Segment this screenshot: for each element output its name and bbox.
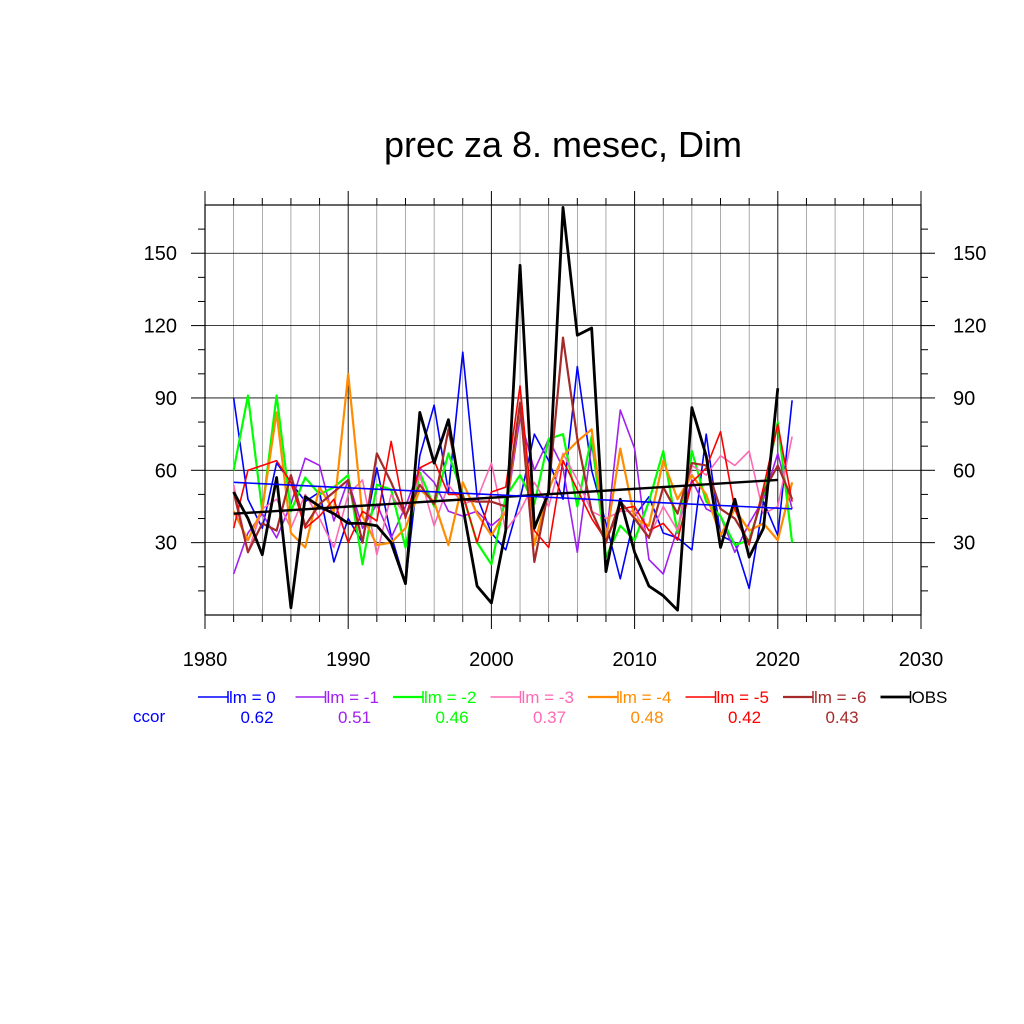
legend-label: lm = -3 — [522, 688, 574, 707]
y-tick-label: 120 — [144, 316, 177, 338]
chart-title: prec za 8. mesec, Dim — [384, 124, 742, 165]
series-line — [232, 351, 793, 590]
y-tick-label: 150 — [144, 243, 177, 265]
legend-label: lm = -5 — [717, 688, 769, 707]
axes: 1980 1990 2000 2010 2020 2030 30 30 60 60 90 90 120 1… — [144, 191, 986, 671]
ccor-value: 0.37 — [533, 708, 566, 727]
x-tick-label: 2000 — [469, 649, 514, 671]
x-tick-label: 1990 — [326, 649, 371, 671]
y-tick-label: 30 — [155, 533, 177, 555]
ccor-value: 0.51 — [338, 708, 371, 727]
y-tick-label: 90 — [155, 388, 177, 410]
y-tick-label: 30 — [953, 533, 975, 555]
legend-label: lm = -6 — [814, 688, 866, 707]
y-tick-label: 60 — [953, 460, 975, 482]
ccor-value: 0.42 — [728, 708, 761, 727]
legend: ccor lm = 00.62 lm = -10.51 lm = -20.46 lm =… — [133, 688, 947, 727]
trend-line — [233, 478, 778, 515]
ccor-value: 0.48 — [630, 708, 663, 727]
legend-label: lm = 0 — [229, 688, 276, 707]
x-tick-label: 2030 — [899, 649, 944, 671]
x-tick-label: 2010 — [612, 649, 657, 671]
series-line — [232, 436, 793, 556]
y-tick-label: 120 — [953, 316, 986, 338]
x-tick-label: 2020 — [756, 649, 801, 671]
series-line — [232, 336, 794, 564]
y-tick-label: 150 — [953, 243, 986, 265]
legend-label: OBS — [912, 688, 948, 707]
legend-label: lm = -2 — [424, 688, 476, 707]
y-tick-label: 60 — [155, 460, 177, 482]
ccor-label: ccor — [133, 707, 165, 726]
grid — [205, 205, 921, 615]
y-tick-label: 90 — [953, 388, 975, 410]
legend-label: lm = -1 — [327, 688, 379, 707]
ccor-value: 0.46 — [435, 708, 468, 727]
series-line — [232, 394, 794, 566]
legend-label: lm = -4 — [619, 688, 671, 707]
ccor-value: 0.43 — [825, 708, 858, 727]
trend-line — [233, 481, 793, 510]
x-tick-label: 1980 — [183, 649, 228, 671]
ccor-value: 0.62 — [240, 708, 273, 727]
series-layer — [232, 206, 794, 612]
plot-frame — [204, 204, 922, 616]
